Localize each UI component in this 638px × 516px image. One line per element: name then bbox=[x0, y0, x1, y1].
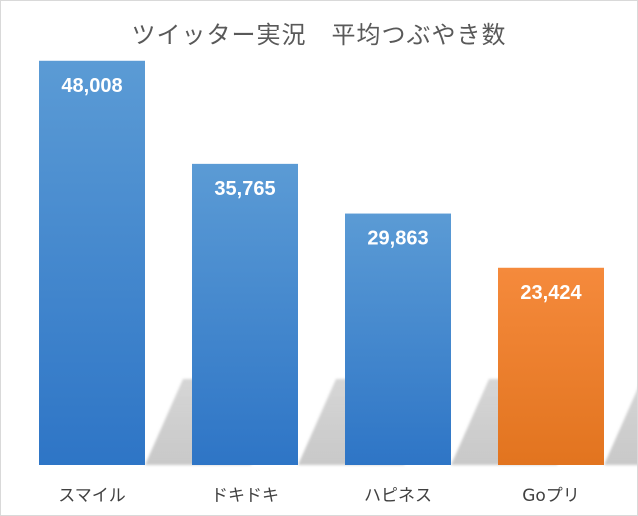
category-label: スマイル bbox=[58, 486, 126, 506]
bars bbox=[39, 60, 604, 465]
category-label: ハピネス bbox=[364, 486, 432, 506]
category-labels: スマイル ドキドキ ハピネス Goプリ bbox=[58, 486, 580, 506]
value-labels: 48,008 35,765 29,863 23,424 bbox=[61, 75, 582, 304]
bar-4 bbox=[498, 267, 604, 465]
chart-title: ツイッター実況 平均つぶやき数 bbox=[131, 21, 507, 49]
bar-2 bbox=[192, 163, 298, 465]
bar-3 bbox=[345, 213, 451, 465]
category-label: Goプリ bbox=[522, 486, 580, 506]
bar-1 bbox=[39, 60, 145, 465]
bar-value-label: 29,863 bbox=[367, 228, 428, 250]
bar-value-label: 35,765 bbox=[214, 178, 275, 200]
category-label: ドキドキ bbox=[211, 486, 279, 506]
bar-value-label: 23,424 bbox=[520, 282, 582, 304]
bar-shadow bbox=[604, 390, 637, 465]
bar-value-label: 48,008 bbox=[61, 75, 122, 97]
